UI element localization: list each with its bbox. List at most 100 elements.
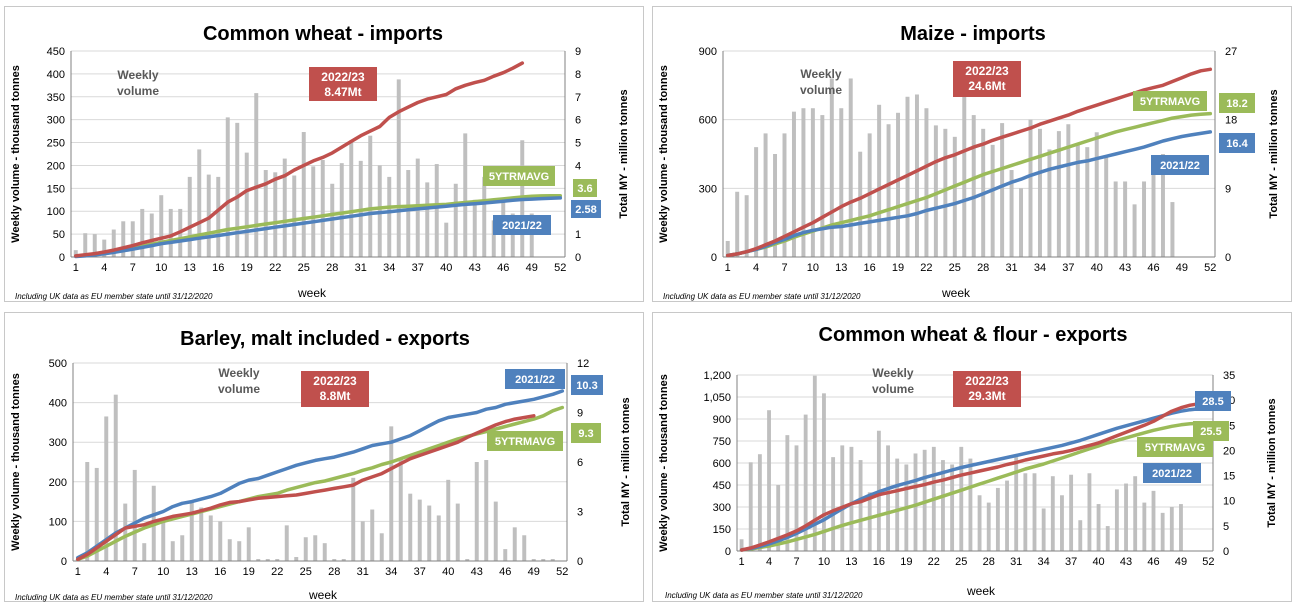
weekly-bar (782, 133, 787, 257)
annotation-text: 2021/22 (502, 220, 542, 232)
weekly-bar (92, 234, 97, 257)
weekly-bar (123, 503, 128, 561)
x-tick: 19 (243, 566, 255, 578)
x-tick: 25 (298, 262, 310, 274)
x-tick: 52 (1204, 262, 1216, 274)
weekly-bar (858, 460, 863, 551)
y-right-tick: 3 (577, 507, 583, 519)
y-left-tick: 200 (49, 477, 67, 489)
x-tick: 13 (845, 556, 857, 568)
y-right-tick: 15 (1223, 471, 1235, 483)
weekly-bar (986, 502, 991, 551)
x-tick: 7 (793, 556, 799, 568)
chart-cwf-exports: Common wheat & flour - exports0150300450… (658, 324, 1278, 600)
y-left-tick: 250 (47, 138, 65, 150)
weekly-bar (235, 122, 240, 257)
y-right-tick: 9 (1225, 183, 1231, 195)
y-left-label: Weekly volume - thousand tonnes (10, 373, 22, 551)
weekly-bar (339, 163, 344, 257)
weekly-bar (1078, 520, 1083, 551)
weekly-bar (472, 199, 477, 257)
weekly-bar (1060, 495, 1064, 551)
x-tick: 49 (1176, 262, 1188, 274)
y-right-tick: 5 (1223, 521, 1229, 533)
weekly-bar (1104, 156, 1109, 257)
weekly-bar (73, 250, 78, 257)
x-tick: 31 (1005, 262, 1017, 274)
y-right-tick: 0 (1223, 546, 1229, 558)
chart-panel-cwf-exports: Common wheat & flour - exports 0 150 300 450… (652, 312, 1292, 602)
chart-title: Common wheat - imports (203, 23, 443, 45)
weekly-bar (379, 533, 384, 561)
weekly-bar (83, 233, 88, 257)
weekly-bar (1114, 489, 1119, 551)
weekly-bar (265, 559, 270, 561)
y-left-tick: 900 (699, 46, 717, 58)
weekly-bar (1085, 147, 1090, 257)
x-tick: 4 (103, 566, 109, 578)
x-tick: 31 (357, 566, 369, 578)
annotation-avg: 5YTRMAVG (483, 166, 555, 186)
x-axis-label: week (941, 286, 971, 300)
weekly-bar (130, 221, 135, 257)
weekly-bar (303, 537, 308, 561)
weekly-bar (349, 140, 354, 257)
weekly-bar (142, 543, 147, 561)
weekly-bar (351, 477, 356, 561)
weekly-bar (121, 221, 126, 257)
annotation-text: 2021/22 (515, 374, 555, 386)
chart-panel-barley-exports: Barley, malt included - exports 0 100 200 30… (4, 312, 644, 602)
weekly-bar (924, 108, 929, 257)
weekly-bar (102, 239, 107, 257)
x-tick: 25 (955, 556, 967, 568)
weekly-bar (995, 487, 1000, 551)
x-tick: 37 (414, 566, 426, 578)
y-left-label: Weekly volume - thousand tonnes (658, 374, 670, 552)
weekly-bar (104, 416, 109, 561)
x-tick: 22 (271, 566, 283, 578)
y-left-label: Weekly volume - thousand tonnes (658, 65, 670, 243)
y-right-tick: 9 (575, 46, 581, 58)
weekly-bar (398, 458, 403, 561)
weekly-bar (1050, 476, 1055, 551)
weekly-bar (140, 208, 145, 257)
annotation-text: 2022/23 (321, 70, 365, 84)
annotation-box (953, 371, 1021, 407)
weekly-volume-label: volume (872, 382, 914, 396)
annotation-text: 24.6Mt (968, 79, 1005, 93)
weekly-bar (360, 521, 365, 561)
x-tick: 34 (1034, 262, 1046, 274)
x-tick: 16 (873, 556, 885, 568)
chart-title: Common wheat & flour - exports (819, 324, 1128, 346)
x-tick: 19 (241, 262, 253, 274)
annotation-box (953, 61, 1021, 97)
weekly-bar (389, 426, 394, 561)
x-tick: 19 (900, 556, 912, 568)
x-axis-label: week (966, 584, 996, 598)
weekly-bar (132, 469, 137, 561)
x-tick: 52 (1202, 556, 1214, 568)
annotation-text: 5YTRMAVG (489, 171, 549, 183)
y-left-tick: 600 (699, 115, 717, 127)
weekly-bar (246, 527, 251, 561)
footnote: Including UK data as EU member state unt… (15, 593, 213, 602)
weekly-bar (465, 559, 470, 561)
x-tick: 43 (469, 262, 481, 274)
y-left-tick: 450 (713, 480, 731, 492)
weekly-bar (180, 535, 185, 561)
weekly-bar (867, 492, 872, 551)
y-right-tick: 0 (575, 252, 581, 264)
weekly-bar (85, 462, 90, 561)
x-tick: 37 (1062, 262, 1074, 274)
weekly-volume-label: volume (218, 382, 260, 396)
x-tick: 46 (1147, 556, 1159, 568)
weekly-bar (1000, 123, 1005, 257)
x-tick: 28 (328, 566, 340, 578)
annotation-box (1219, 93, 1255, 113)
weekly-bar (1170, 202, 1175, 257)
y-right-tick: 35 (1223, 370, 1235, 382)
weekly-bar (493, 501, 498, 561)
weekly-bar (275, 559, 280, 561)
weekly-volume-label: Weekly (218, 366, 259, 380)
